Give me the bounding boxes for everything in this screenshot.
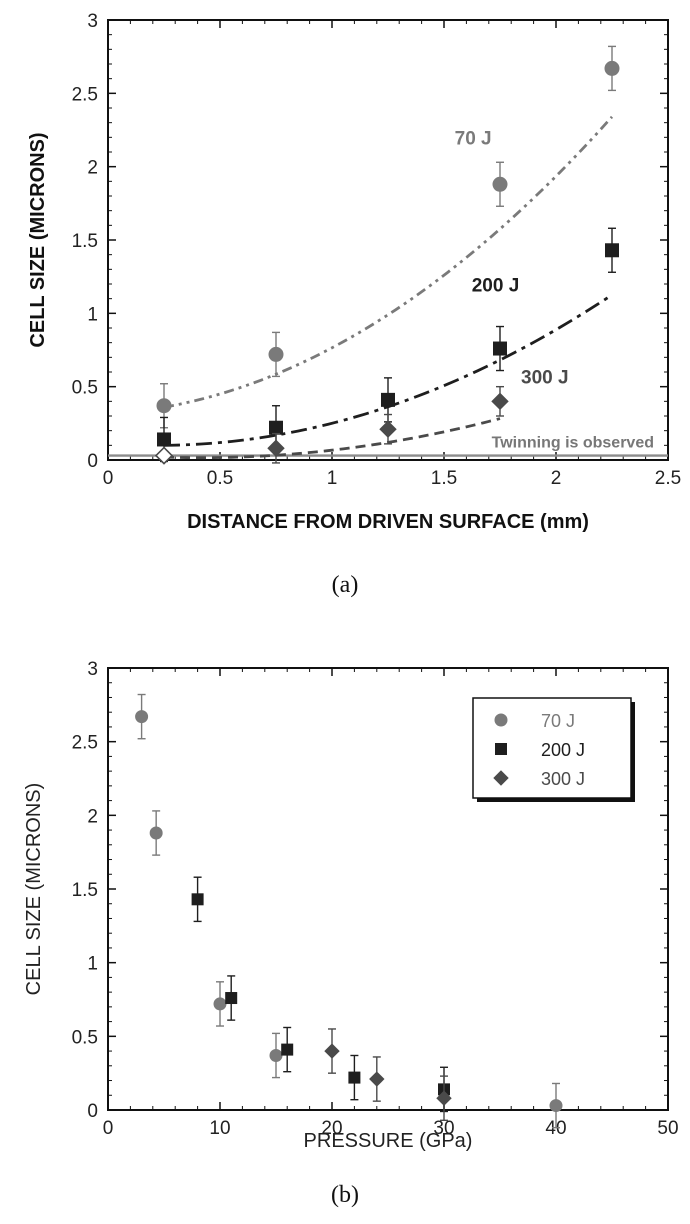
data-point: [157, 432, 171, 447]
y-tick-label: 2.5: [72, 733, 98, 754]
data-point: [281, 1043, 294, 1056]
series-2: [324, 1028, 452, 1122]
data-point: [348, 1071, 361, 1084]
data-point: [381, 392, 395, 407]
x-axis-title: PRESSURE (GPa): [304, 1130, 473, 1152]
data-point: [492, 176, 508, 192]
chart-caption: (b): [331, 1182, 359, 1208]
data-point: [493, 341, 507, 356]
fit-curve: [163, 417, 501, 460]
series-label: 200 J: [472, 275, 520, 296]
y-tick-label: 2: [87, 806, 98, 827]
x-tick-label: 40: [545, 1118, 566, 1139]
data-point: [191, 893, 204, 906]
data-point: [225, 992, 238, 1005]
x-tick-label: 2: [551, 468, 562, 489]
chart-caption: (a): [332, 572, 359, 598]
legend-label: 70 J: [541, 711, 575, 731]
legend-label: 300 J: [541, 769, 585, 789]
y-tick-label: 1.5: [72, 880, 98, 901]
data-point: [267, 439, 285, 457]
legend-label: 200 J: [541, 740, 585, 760]
x-tick-label: 0.5: [207, 468, 233, 489]
y-tick-label: 2: [87, 158, 98, 179]
chart-b: 0 10 20 30 40 50 0 0.5 1 1.5 2 2.5 3 70 J 200 J 300 J PR…: [23, 659, 679, 1208]
data-point: [154, 446, 174, 465]
x-tick-label: 10: [209, 1118, 230, 1139]
legend-marker: [494, 713, 508, 727]
data-point: [491, 392, 509, 411]
data-point: [156, 398, 172, 414]
y-tick-label: 0.5: [72, 1027, 98, 1048]
twinning-note: Twinning is observed: [492, 435, 654, 452]
x-tick-label: 0: [103, 1118, 114, 1139]
series-label: 70 J: [455, 129, 492, 150]
series-0: [135, 693, 563, 1129]
data-point: [269, 1048, 283, 1062]
y-tick-label: 0: [87, 1101, 98, 1122]
y-tick-label: 1: [87, 954, 98, 975]
series-2: [154, 385, 509, 465]
y-axis-title: CELL SIZE (MICRONS): [23, 783, 45, 996]
y-tick-label: 3: [87, 659, 98, 680]
fit-curve: [163, 115, 614, 409]
legend: 70 J 200 J 300 J: [472, 697, 635, 802]
legend-marker: [493, 770, 509, 786]
series-label: 300 J: [521, 368, 569, 389]
y-tick-label: 1: [87, 304, 98, 325]
x-tick-label: 1: [327, 468, 338, 489]
y-tick-label: 0: [87, 451, 98, 472]
data-point: [324, 1043, 340, 1059]
y-tick-label: 0.5: [72, 378, 98, 399]
data-point: [604, 60, 620, 76]
legend-marker: [495, 743, 507, 755]
x-tick-label: 30: [433, 1118, 454, 1139]
x-axis-title: DISTANCE FROM DRIVEN SURFACE (mm): [187, 511, 589, 533]
data-point: [135, 710, 149, 724]
x-tick-label: 1.5: [431, 468, 457, 489]
x-tick-label: 50: [657, 1118, 678, 1139]
series-1: [191, 876, 450, 1113]
y-tick-label: 2.5: [72, 84, 98, 105]
x-tick-label: 0: [103, 468, 114, 489]
data-point: [379, 420, 397, 438]
data-point: [369, 1071, 385, 1087]
x-tick-label: 2.5: [655, 468, 681, 489]
data-point: [605, 243, 619, 258]
data-point: [149, 826, 163, 840]
data-point: [549, 1099, 563, 1113]
data-point: [213, 997, 227, 1011]
data-point: [436, 1090, 452, 1106]
y-axis-title: CELL SIZE (MICRONS): [27, 132, 49, 347]
chart-a: 0 0.5 1 1.5 2 2.5 0 0.5 1 1.5 2 2.5 3 Twinning is obs…: [27, 11, 681, 598]
data-point: [268, 346, 284, 362]
y-tick-label: 1.5: [72, 231, 98, 252]
y-tick-label: 3: [87, 11, 98, 32]
data-point: [269, 420, 283, 435]
x-tick-label: 20: [321, 1118, 342, 1139]
